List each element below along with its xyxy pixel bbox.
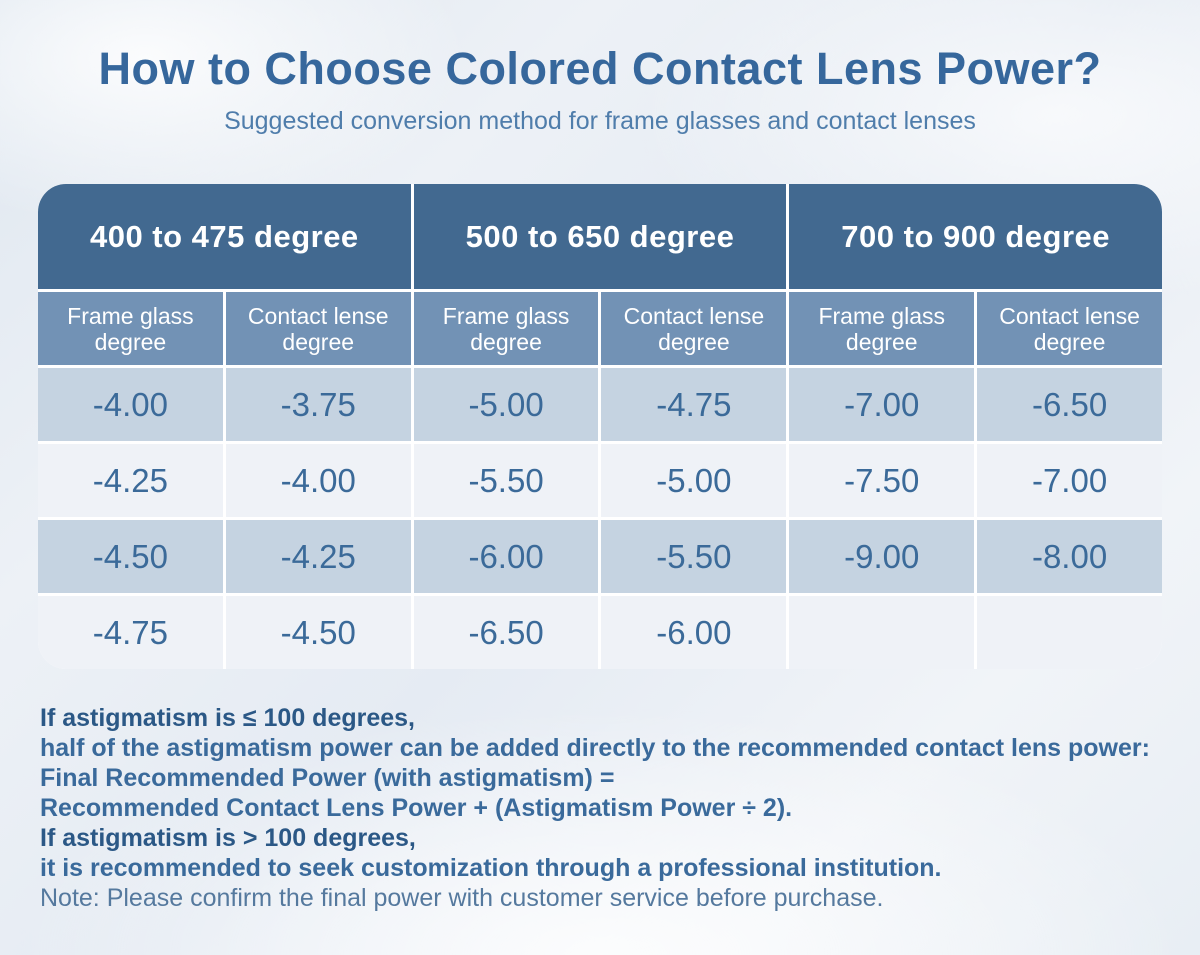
group-header-700-900: 700 to 900 degree (789, 184, 1162, 289)
table-cell: -6.00 (601, 596, 787, 669)
col-header-line: degree (470, 328, 542, 355)
col-header-line: degree (845, 328, 918, 355)
table-cell: -4.25 (38, 444, 223, 517)
table-cell: -4.00 (225, 444, 411, 517)
table-cell: -5.50 (413, 444, 599, 517)
table-cell-empty (977, 596, 1162, 669)
astigmatism-note: If astigmatism is ≤ 100 degrees, half of… (40, 703, 1160, 913)
footer-line-astigmatism-lte-100: If astigmatism is ≤ 100 degrees, (40, 704, 415, 732)
col-header-line: Contact lense (247, 302, 389, 329)
footer-line-confirm-note: Note: Please confirm the final power wit… (40, 884, 884, 912)
col-header-line: Frame glass (442, 302, 570, 329)
footer-line-formula: Recommended Contact Lens Power + (Astigm… (40, 794, 793, 822)
table-cell: -6.00 (413, 520, 599, 593)
table-cell: -4.50 (38, 520, 223, 593)
col-header-frame-glass-3: Frame glass degree (789, 292, 975, 365)
col-header-line: degree (282, 328, 355, 355)
table-cell: -5.50 (601, 520, 787, 593)
table-cell: -7.00 (977, 444, 1162, 517)
col-header-frame-glass-2: Frame glass degree (413, 292, 599, 365)
table-cell: -4.25 (225, 520, 411, 593)
footer-line-astigmatism-gt-100: If astigmatism is > 100 degrees, (40, 824, 416, 852)
table-cell: -7.00 (789, 368, 975, 441)
col-header-line: degree (94, 328, 167, 355)
col-header-contact-lense-1: Contact lense degree (225, 292, 411, 365)
col-header-line: degree (1033, 328, 1106, 355)
group-header-500-650: 500 to 650 degree (413, 184, 787, 289)
table-cell: -6.50 (977, 368, 1162, 441)
group-header-400-475: 400 to 475 degree (38, 184, 411, 289)
page-background: { "page": { "title": "How to Choose Colo… (0, 42, 1200, 955)
table-cell: -7.50 (789, 444, 975, 517)
col-header-contact-lense-2: Contact lense degree (601, 292, 787, 365)
table-cell: -4.75 (38, 596, 223, 669)
footer-line-final-power-label: Final Recommended Power (with astigmatis… (40, 764, 615, 792)
table-cell: -4.75 (601, 368, 787, 441)
table-cell: -4.50 (225, 596, 411, 669)
col-header-line: Frame glass (67, 302, 194, 329)
col-header-line: Frame glass (818, 302, 946, 329)
power-conversion-table: 400 to 475 degree 500 to 650 degree 700 … (38, 184, 1162, 669)
col-header-line: degree (658, 328, 730, 355)
table-cell-empty (789, 596, 975, 669)
page-subtitle: Suggested conversion method for frame gl… (224, 107, 976, 135)
col-header-line: Contact lense (999, 302, 1140, 329)
table-cell: -9.00 (789, 520, 975, 593)
table-cell: -4.00 (38, 368, 223, 441)
col-header-contact-lense-3: Contact lense degree (977, 292, 1162, 365)
col-header-line: Contact lense (623, 302, 765, 329)
footer-line-customization: it is recommended to seek customization … (40, 854, 942, 882)
footer-line-half-power-rule: half of the astigmatism power can be add… (40, 734, 1150, 762)
col-header-frame-glass-1: Frame glass degree (38, 292, 223, 365)
table-cell: -5.00 (413, 368, 599, 441)
page-title: How to Choose Colored Contact Lens Power… (98, 43, 1102, 94)
table-cell: -8.00 (977, 520, 1162, 593)
table-cell: -5.00 (601, 444, 787, 517)
table-cell: -3.75 (225, 368, 411, 441)
table-cell: -6.50 (413, 596, 599, 669)
